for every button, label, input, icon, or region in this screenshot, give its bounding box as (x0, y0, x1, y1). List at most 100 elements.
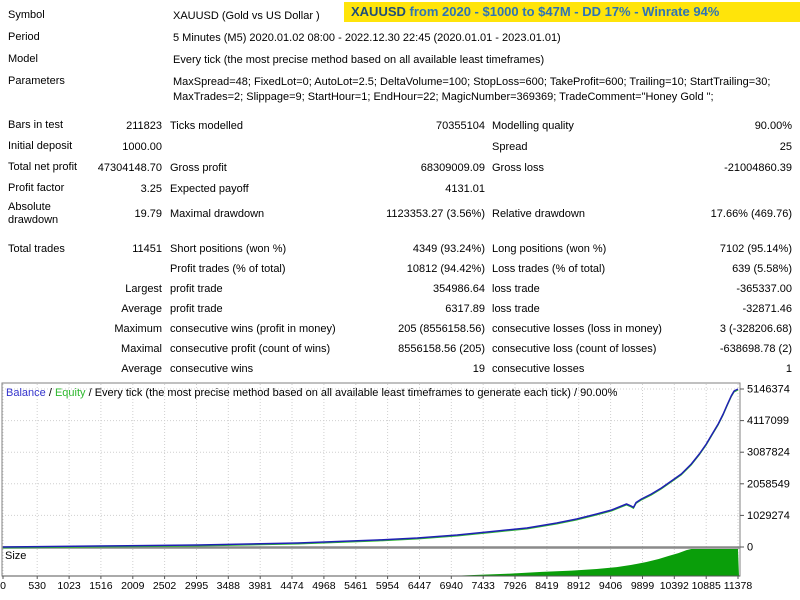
stat-value: Largest (125, 283, 162, 295)
stat-value: 11451 (132, 243, 162, 255)
stat-value: 1 (785, 363, 792, 375)
info-row: Period 5 Minutes (M5) 2020.01.02 08:00 - … (8, 27, 792, 49)
svg-text:0: 0 (0, 580, 6, 592)
stats-section: Bars in test 211823 Ticks modelled 70355104… (8, 115, 792, 379)
svg-text:7433: 7433 (472, 580, 496, 592)
stat-label: Profit trades (% of total) (170, 263, 286, 275)
stat-label: Ticks modelled (170, 119, 243, 132)
stat-value: 4131.01 (445, 182, 485, 195)
stat-label: Long positions (won %) (492, 243, 607, 255)
stat-label: Gross loss (492, 161, 544, 174)
stat-value: -32871.46 (742, 303, 792, 315)
svg-text:2009: 2009 (121, 580, 145, 592)
balance-equity-chart: 0 530 1023 1516 2009 2502 2995 3488 3981 4474 4968… (0, 382, 800, 596)
stat-value: 1000.00 (122, 140, 162, 153)
info-label: Period (8, 31, 40, 43)
stat-value: 25 (779, 140, 792, 153)
svg-text:10885: 10885 (692, 580, 721, 592)
stat-label: Loss trades (% of total) (492, 263, 606, 275)
stat-value: 639 (5.58%) (732, 263, 792, 275)
stat-value: -365337.00 (736, 283, 792, 295)
svg-text:6447: 6447 (408, 580, 432, 592)
svg-text:2995: 2995 (185, 580, 209, 592)
svg-text:2502: 2502 (153, 580, 177, 592)
stat-value: 354986.64 (433, 283, 485, 295)
info-row: Parameters MaxSpread=48; FixedLot=0; Auto… (8, 71, 792, 107)
title-symbol: XAUUSD (351, 4, 406, 19)
stat-label: Absolute drawdown (8, 201, 59, 226)
stat-row: Profit factor 3.25 Expected payoff 4131.01 (8, 178, 792, 199)
svg-text:11378: 11378 (724, 580, 753, 592)
info-value: Every tick (the most precise method base… (173, 54, 545, 66)
stat-value: 1123353.27 (3.56%) (386, 208, 485, 220)
stat-label: Expected payoff (170, 182, 249, 195)
svg-text:8419: 8419 (535, 580, 559, 592)
stat-value: Average (121, 363, 162, 375)
svg-text:1029274: 1029274 (747, 510, 790, 522)
svg-text:4474: 4474 (280, 580, 304, 592)
stat-label: loss trade (492, 283, 540, 295)
stat-value: 17.66% (469.76) (710, 208, 792, 220)
stat-row: Profit trades (% of total) 10812 (94.42%)… (8, 259, 792, 279)
stat-label: Total trades (8, 242, 65, 255)
stat-label: consecutive wins (profit in money) (170, 323, 336, 335)
stat-value: -21004860.39 (724, 161, 792, 174)
stat-value: 205 (8556158.56) (398, 323, 485, 335)
svg-text:1516: 1516 (89, 580, 113, 592)
stat-row: Average consecutive wins 19 consecutive los… (8, 359, 792, 379)
stat-label: Modelling quality (492, 119, 574, 132)
stat-value: 8556158.56 (205) (398, 343, 485, 355)
stat-row: Maximum consecutive wins (profit in money… (8, 319, 792, 339)
svg-text:Size: Size (5, 550, 26, 562)
stat-row: Maximal consecutive profit (count of wins… (8, 339, 792, 359)
stat-value: Average (121, 303, 162, 315)
info-row: Symbol XAUUSD (Gold vs US Dollar ) (8, 5, 792, 27)
info-label: Model (8, 53, 38, 65)
stat-value: Maximal (121, 343, 162, 355)
svg-text:4117099: 4117099 (747, 415, 789, 427)
stat-label: Profit factor (8, 182, 65, 194)
stat-value: -638698.78 (2) (719, 343, 792, 355)
stat-label: Initial deposit (8, 140, 73, 152)
stat-label: consecutive loss (count of losses) (492, 343, 657, 355)
stat-label: Spread (492, 140, 528, 153)
svg-text:9899: 9899 (631, 580, 655, 592)
stat-label: consecutive losses (492, 363, 585, 375)
stat-value: 19 (472, 363, 485, 375)
info-value: MaxSpread=48; FixedLot=0; AutoLot=2.5; D… (173, 76, 771, 103)
stat-value: 3.25 (140, 182, 162, 195)
stat-value: 70355104 (436, 119, 485, 132)
info-row: Model Every tick (the most precise method… (8, 49, 792, 71)
stat-label: Total net profit (8, 161, 78, 173)
svg-text:3087824: 3087824 (747, 447, 790, 459)
stat-row: Total trades 11451 Short positions (won %)… (8, 239, 792, 259)
info-label: Parameters (8, 75, 65, 87)
stat-value: 7102 (95.14%) (719, 243, 792, 255)
stat-label: Relative drawdown (492, 208, 585, 220)
stat-value: 3 (-328206.68) (719, 323, 792, 335)
stat-label: Maximal drawdown (170, 208, 265, 220)
stat-value: 68309009.09 (420, 161, 485, 174)
stat-row: Largest profit trade 354986.64 loss trade -3… (8, 279, 792, 299)
svg-text:7926: 7926 (503, 580, 527, 592)
stat-row: Total net profit 47304148.70 Gross profit 6… (8, 157, 792, 178)
stat-label: profit trade (170, 303, 223, 315)
svg-text:5461: 5461 (344, 580, 368, 592)
svg-text:9406: 9406 (599, 580, 623, 592)
title-text: from 2020 - $1000 to $47M - DD 17% - Win… (405, 4, 720, 19)
stat-value: 6317.89 (445, 303, 485, 315)
stat-value: 90.00% (754, 119, 792, 132)
stat-label: consecutive losses (loss in money) (492, 323, 662, 335)
info-value: 5 Minutes (M5) 2020.01.02 08:00 - 2022.1… (173, 32, 561, 44)
title-badge: XAUUSD from 2020 - $1000 to $47M - DD 17… (344, 2, 800, 22)
stat-label: profit trade (170, 283, 223, 295)
svg-text:5146374: 5146374 (747, 384, 790, 396)
balance-equity-chart-svg: 0 530 1023 1516 2009 2502 2995 3488 3981 4474 4968… (0, 382, 790, 592)
info-section: Symbol XAUUSD (Gold vs US Dollar ) Period 5… (8, 5, 792, 107)
stat-value: Maximum (114, 323, 162, 335)
svg-text:10392: 10392 (660, 580, 689, 592)
stat-label: consecutive wins (170, 363, 254, 375)
svg-text:6940: 6940 (440, 580, 464, 592)
stat-value: 211823 (126, 119, 162, 132)
info-label: Symbol (8, 9, 45, 21)
